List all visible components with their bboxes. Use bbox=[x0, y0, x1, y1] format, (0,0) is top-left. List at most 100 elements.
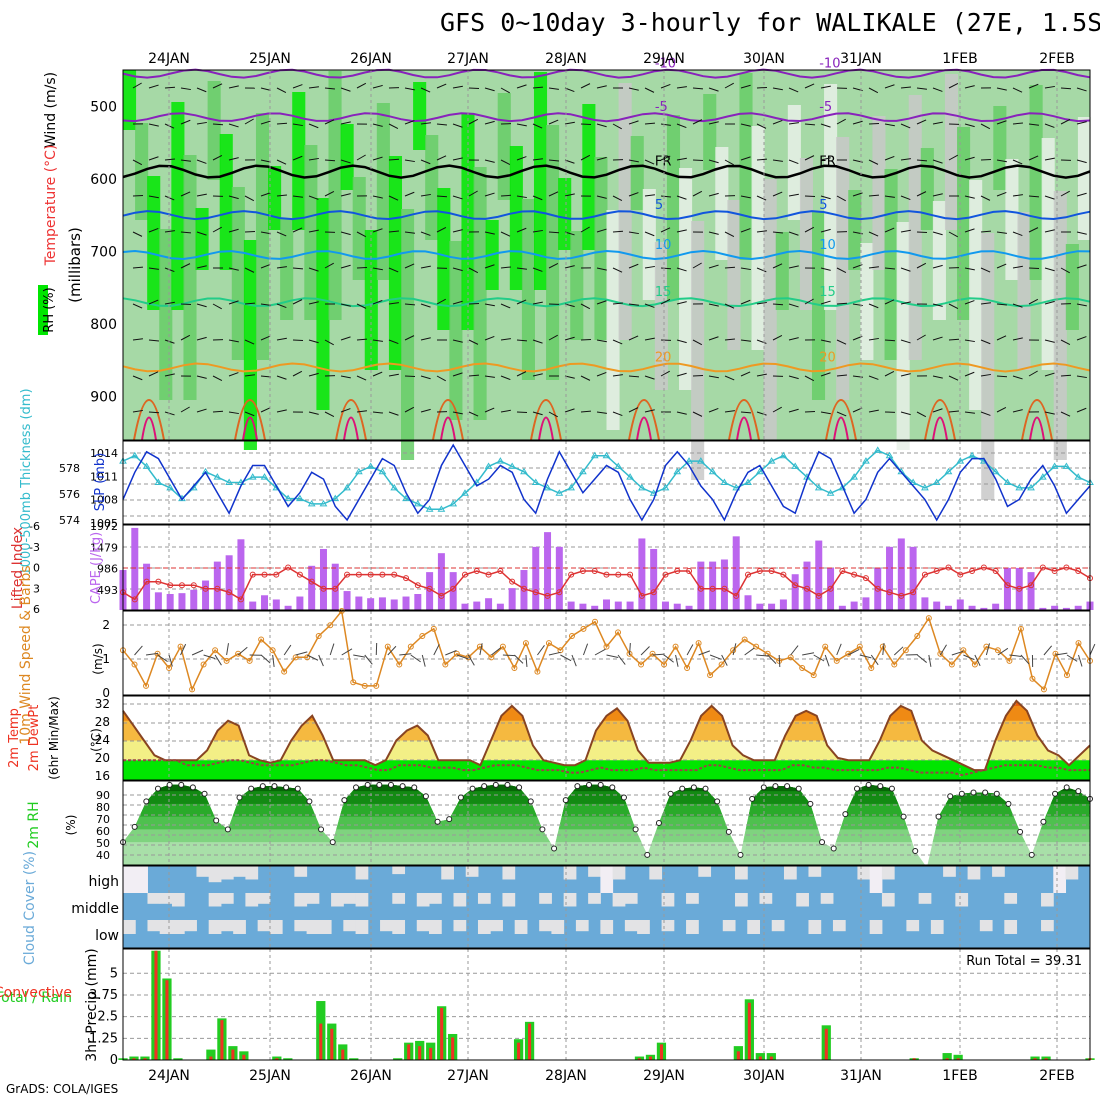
wind-barb bbox=[324, 191, 335, 197]
cloud-clear-cell bbox=[600, 920, 614, 934]
cloud-clear-cell bbox=[1004, 893, 1018, 904]
rh-point bbox=[143, 798, 150, 805]
wind-barb bbox=[500, 375, 511, 381]
wind-barb-10m bbox=[306, 654, 319, 661]
wind-speed-line-point bbox=[396, 661, 403, 668]
wind-barb bbox=[996, 87, 1007, 91]
precip-frame bbox=[122, 948, 1091, 1061]
wind-barb-10m bbox=[836, 643, 842, 656]
wind-barb-10m bbox=[445, 650, 457, 656]
wind-barb bbox=[276, 337, 287, 341]
wind-barb bbox=[372, 228, 383, 233]
wind-barb bbox=[740, 195, 751, 199]
lifted-index-line-point bbox=[178, 582, 185, 589]
precip-conv-bar bbox=[275, 1058, 279, 1060]
rh-point bbox=[760, 784, 767, 791]
precip-conv-bar bbox=[1044, 1058, 1048, 1060]
cloud-clear-cell bbox=[588, 866, 601, 877]
thickness-line-point bbox=[873, 446, 882, 453]
wind-barb bbox=[308, 301, 319, 305]
wind-barb bbox=[228, 339, 239, 343]
precip-conv-bar bbox=[143, 1058, 147, 1060]
temp-unit-label: (°C) bbox=[89, 728, 103, 752]
wind-barb bbox=[596, 300, 607, 305]
wind-barb bbox=[948, 410, 959, 413]
wind-barb-10m bbox=[502, 654, 515, 657]
wind-barb bbox=[980, 123, 991, 130]
rh-point bbox=[667, 790, 674, 797]
rh-cell bbox=[703, 94, 717, 170]
cloud-clear-cell bbox=[588, 893, 601, 904]
wind-barb-10m bbox=[848, 649, 860, 656]
wind-barb bbox=[564, 336, 575, 341]
precip-total-bar bbox=[173, 1058, 183, 1060]
wind-barb bbox=[500, 231, 511, 237]
wind-barb bbox=[500, 87, 510, 94]
rh-point bbox=[399, 783, 406, 790]
wind-barb bbox=[868, 159, 879, 165]
wind-barb bbox=[148, 339, 159, 342]
wind-barb bbox=[756, 86, 768, 89]
wind-barb bbox=[324, 87, 335, 90]
cloud-clear-cell bbox=[575, 920, 589, 932]
wind-barb bbox=[740, 267, 751, 271]
wind-barb bbox=[420, 265, 431, 269]
wind-barb bbox=[660, 83, 671, 89]
wind-barb bbox=[916, 262, 927, 269]
cloud-clear-cell bbox=[808, 866, 822, 877]
wind-barb bbox=[820, 123, 831, 128]
y-tick-label: 493 bbox=[97, 584, 118, 597]
rh-point bbox=[737, 851, 744, 858]
wind-barb bbox=[164, 301, 175, 305]
wind-barb-10m bbox=[663, 654, 674, 663]
wind-barb bbox=[532, 229, 543, 233]
y-tick-label: 2 bbox=[102, 618, 110, 632]
thickness-line-point bbox=[248, 473, 257, 480]
wind-barb bbox=[676, 123, 687, 129]
cape-bar bbox=[555, 546, 563, 610]
rh-cell bbox=[654, 242, 668, 390]
wind-barb-10m bbox=[939, 644, 947, 656]
cape-bar bbox=[1003, 567, 1011, 610]
y-tick-label: 3 bbox=[33, 582, 40, 595]
y-tick-label: 70 bbox=[96, 813, 110, 826]
minmax-side-label: (6hr Min/Max) bbox=[47, 696, 61, 780]
wind-barb bbox=[452, 339, 463, 343]
wind-barb bbox=[1028, 123, 1039, 126]
rh-point bbox=[318, 826, 325, 833]
wind-barb bbox=[548, 191, 559, 197]
cape-bar bbox=[166, 594, 174, 610]
cloud-clear-cell bbox=[612, 893, 626, 907]
wind-barb bbox=[164, 86, 176, 89]
temp-side-label: 2m Temp bbox=[7, 708, 22, 768]
rh-point bbox=[1040, 818, 1047, 825]
date-tick-top: 30JAN bbox=[743, 51, 785, 67]
precip-conv-bar bbox=[154, 950, 158, 1060]
wind-barb bbox=[324, 339, 334, 346]
cape-bar bbox=[956, 599, 964, 610]
wind-barb-10m bbox=[433, 644, 440, 656]
cape-bar bbox=[143, 563, 151, 610]
wind-barb bbox=[948, 154, 958, 161]
lifted-index-line-point bbox=[332, 585, 339, 592]
wind-barb-10m bbox=[1009, 654, 1022, 657]
rh-point bbox=[446, 816, 453, 823]
date-tick-bottom: 26JAN bbox=[350, 1068, 392, 1084]
wind-barb bbox=[564, 193, 575, 197]
wind-speed-line-point bbox=[994, 647, 1001, 654]
surface-temp-contour bbox=[736, 416, 752, 441]
rh-cell bbox=[449, 241, 463, 420]
precip-conv-bar bbox=[517, 1042, 521, 1060]
wind-barb bbox=[772, 119, 783, 125]
lifted-index-line-point bbox=[1063, 564, 1070, 571]
wind-unit-label: (m/s) bbox=[91, 643, 105, 674]
wind-barb bbox=[548, 334, 558, 341]
wind-speed-line-point bbox=[499, 643, 506, 650]
wind-barb bbox=[452, 195, 463, 200]
wind-barb bbox=[532, 86, 544, 89]
wind-barb-10m bbox=[203, 654, 216, 659]
wind-barb bbox=[644, 231, 655, 237]
wind-barb bbox=[756, 123, 767, 129]
wind-barb bbox=[596, 195, 607, 199]
wind-barb-10m bbox=[629, 642, 631, 656]
